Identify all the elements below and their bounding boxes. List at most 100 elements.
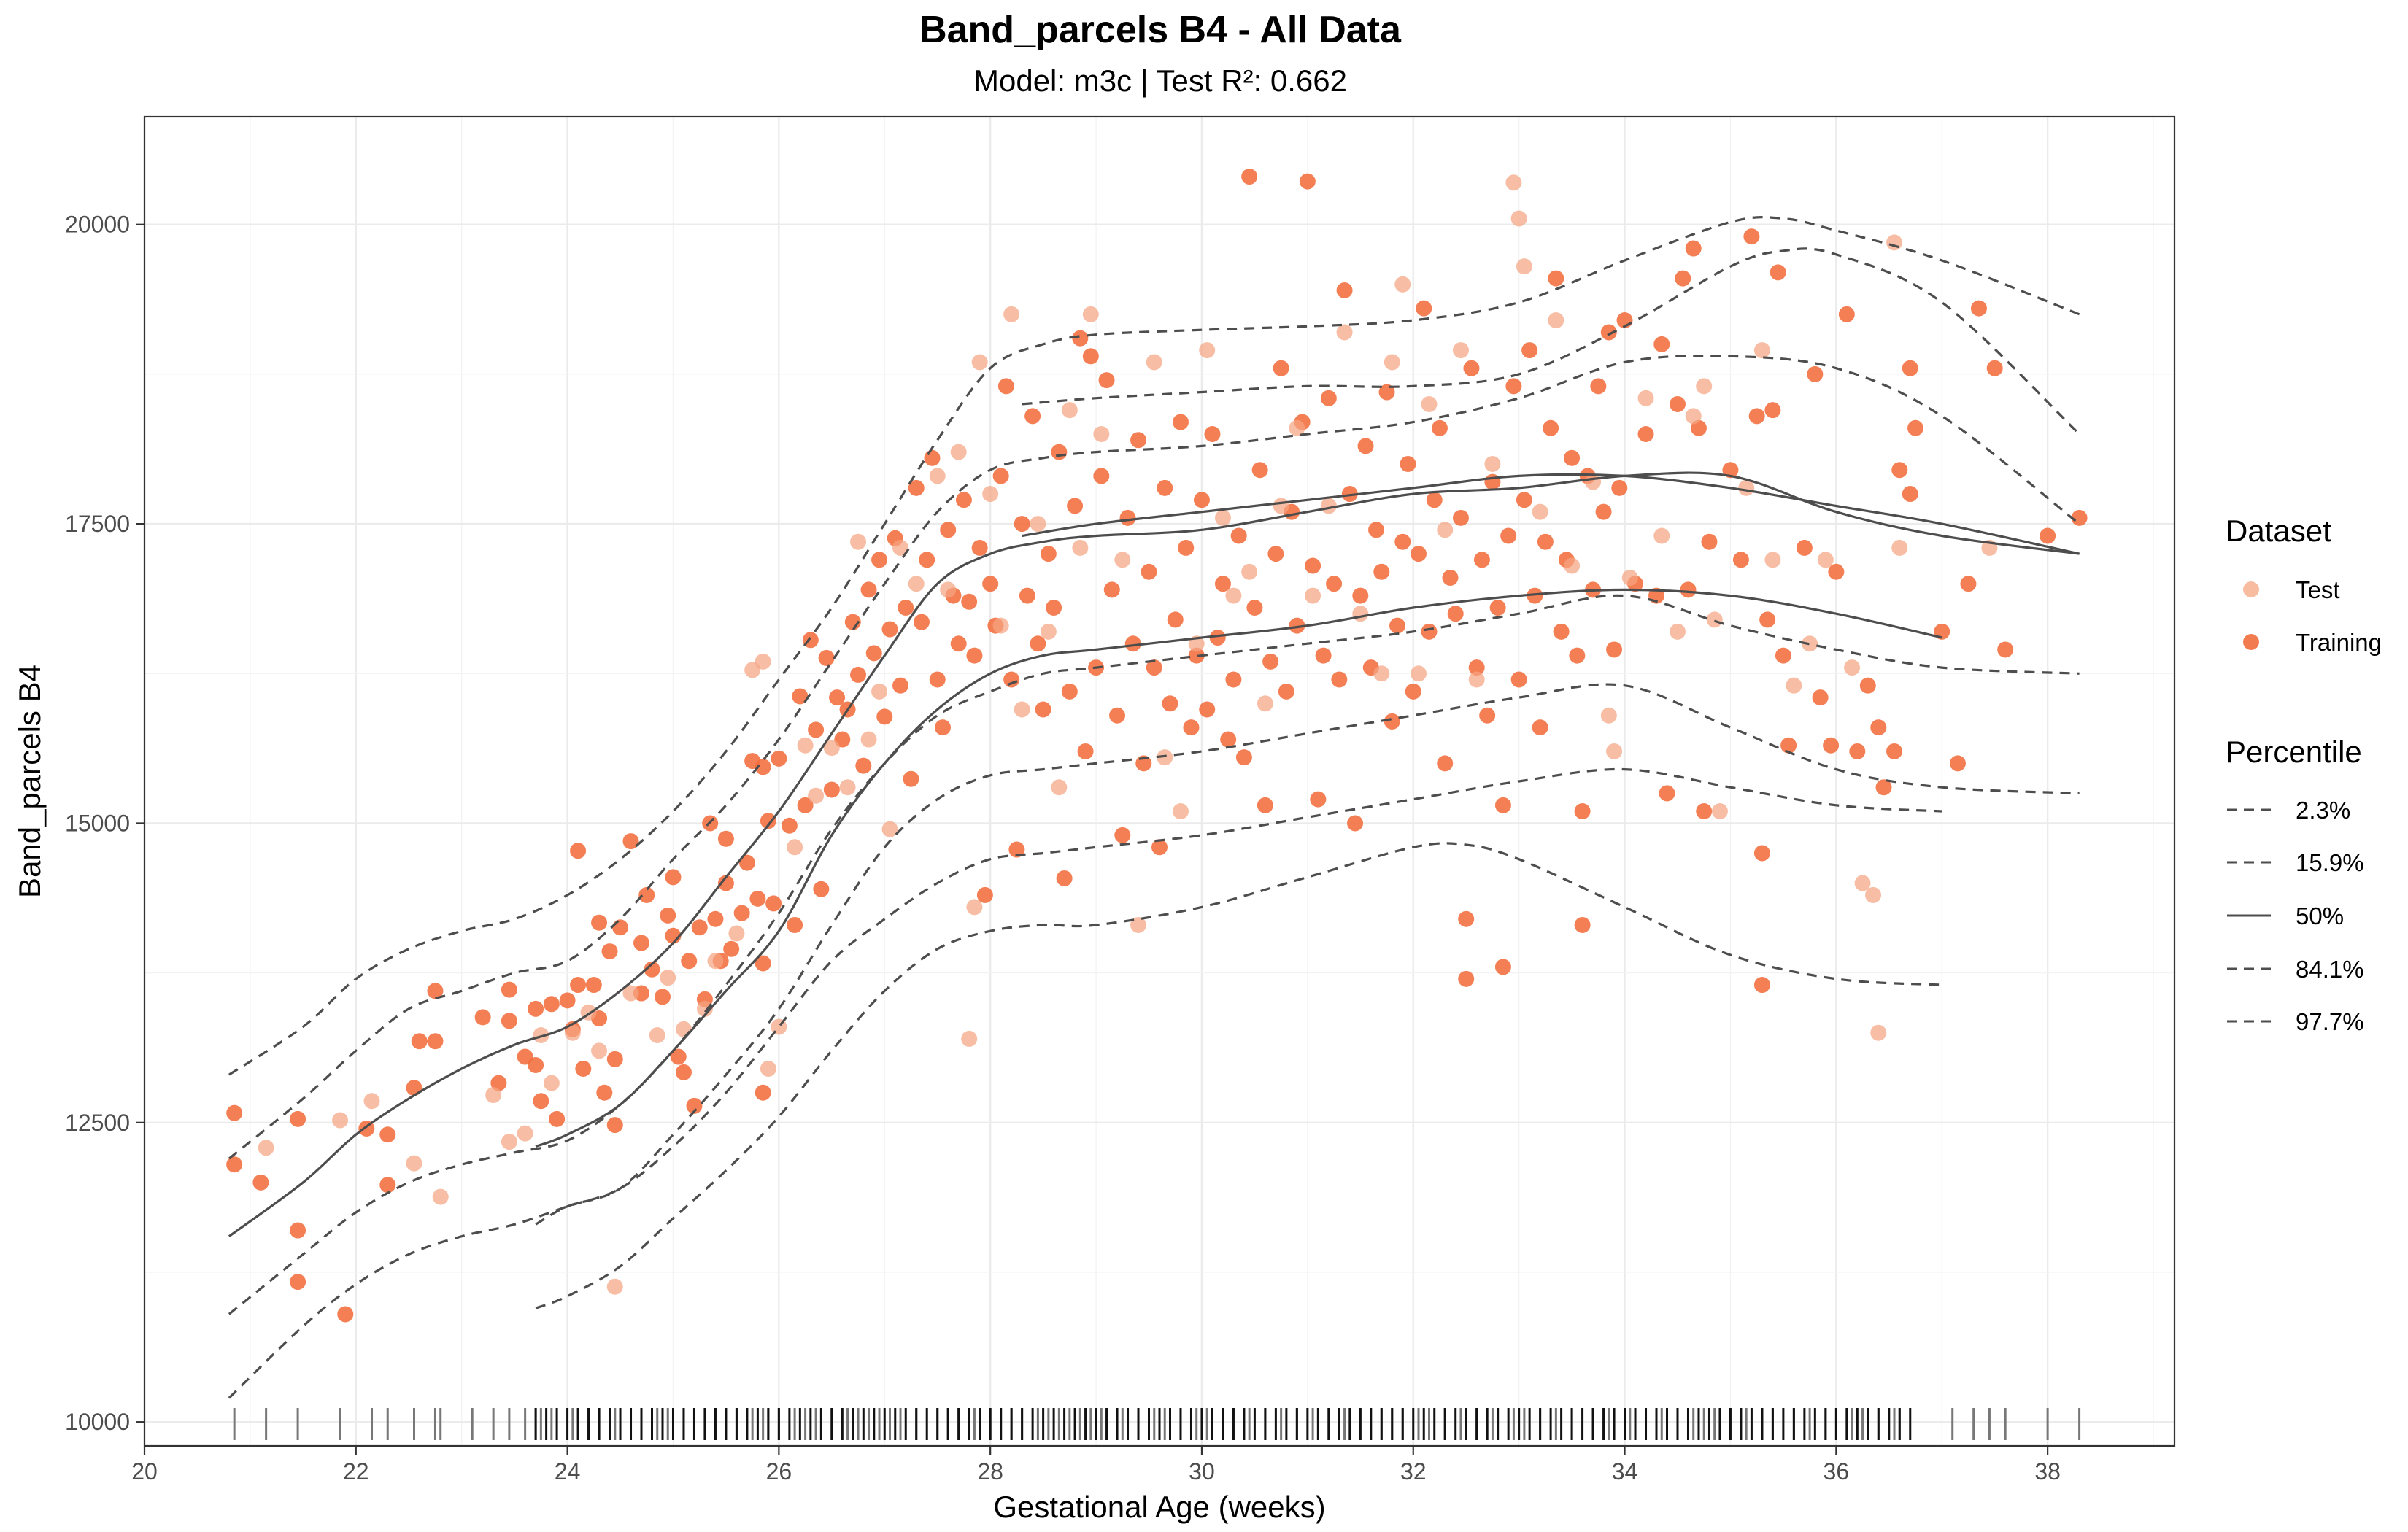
point-training xyxy=(654,989,671,1005)
point-test xyxy=(1394,276,1411,293)
point-test xyxy=(1014,701,1030,718)
point-training xyxy=(501,981,517,998)
point-test xyxy=(1114,552,1131,568)
point-training xyxy=(1167,611,1184,628)
point-training xyxy=(1823,737,1840,754)
point-test xyxy=(971,354,988,371)
point-test xyxy=(501,1134,517,1150)
point-test xyxy=(622,985,639,1002)
point-training xyxy=(290,1274,306,1291)
point-training xyxy=(1997,641,2014,658)
point-training xyxy=(1494,959,1511,975)
legend-label-training: Training xyxy=(2296,629,2382,656)
point-test xyxy=(1753,342,1770,359)
point-test xyxy=(823,740,840,757)
point-training xyxy=(1246,599,1263,616)
legend-title-percentile: Percentile xyxy=(2226,735,2362,769)
point-test xyxy=(1585,473,1602,490)
y-tick-label: 15000 xyxy=(65,810,130,836)
point-test xyxy=(850,533,867,550)
point-training xyxy=(1124,635,1141,652)
point-training xyxy=(1753,845,1770,862)
legend-label-p84-1: 84.1% xyxy=(2296,956,2364,983)
point-training xyxy=(1574,803,1591,820)
point-test xyxy=(1532,503,1548,520)
point-training xyxy=(575,1060,592,1077)
point-training xyxy=(633,935,650,951)
point-test xyxy=(860,731,877,748)
point-training xyxy=(379,1177,396,1194)
point-training xyxy=(226,1104,243,1121)
point-training xyxy=(1077,743,1094,759)
point-training xyxy=(549,1110,566,1127)
point-training xyxy=(1458,910,1475,927)
point-test xyxy=(258,1140,274,1156)
point-training xyxy=(1130,432,1147,449)
point-test xyxy=(966,899,983,916)
point-training xyxy=(898,599,914,616)
point-training xyxy=(1479,707,1496,724)
point-test xyxy=(1241,563,1258,580)
point-training xyxy=(638,886,655,903)
point-test xyxy=(1273,498,1289,514)
point-training xyxy=(1331,671,1348,688)
point-training xyxy=(290,1110,306,1127)
point-training xyxy=(570,977,587,994)
point-training xyxy=(919,552,935,568)
point-training xyxy=(1722,462,1739,479)
point-test xyxy=(1637,390,1654,406)
point-training xyxy=(1564,449,1581,466)
point-test xyxy=(1696,378,1713,395)
point-training xyxy=(1030,635,1046,652)
point-test xyxy=(1289,419,1305,436)
point-training xyxy=(1452,509,1469,526)
point-training xyxy=(1209,630,1226,646)
point-test xyxy=(660,970,676,986)
point-training xyxy=(1199,701,1216,718)
point-test xyxy=(755,653,771,670)
point-test xyxy=(707,953,724,970)
point-training xyxy=(606,1051,623,1067)
point-test xyxy=(787,839,803,856)
point-training xyxy=(622,833,639,850)
y-axis-title: Band_parcels B4 xyxy=(12,665,47,898)
point-test xyxy=(1764,552,1781,568)
point-training xyxy=(1046,599,1062,616)
y-tick-label: 17500 xyxy=(65,511,130,537)
point-training xyxy=(707,910,724,927)
point-training xyxy=(1807,365,1824,382)
point-training xyxy=(813,881,830,897)
point-test xyxy=(908,576,925,592)
point-test xyxy=(839,779,856,796)
point-training xyxy=(1024,408,1041,425)
point-test xyxy=(1711,803,1728,820)
point-training xyxy=(1775,647,1791,664)
point-training xyxy=(871,552,888,568)
point-training xyxy=(1178,539,1195,556)
point-test xyxy=(992,617,1009,634)
grid xyxy=(143,117,2174,1446)
point-training xyxy=(1320,390,1337,406)
point-training xyxy=(1828,563,1845,580)
point-training xyxy=(528,1000,544,1017)
y-tick-label: 20000 xyxy=(65,212,130,238)
point-training xyxy=(997,378,1014,395)
point-training xyxy=(406,1080,422,1096)
point-training xyxy=(1373,563,1390,580)
point-training xyxy=(644,961,660,978)
rug-ticks xyxy=(233,1408,2081,1440)
point-test xyxy=(1214,509,1231,526)
point-test xyxy=(1146,354,1162,371)
point-training xyxy=(1680,581,1697,598)
point-training xyxy=(1394,533,1411,550)
percentile-curve-p84-1 xyxy=(228,355,2080,1160)
point-test xyxy=(1051,779,1068,796)
point-training xyxy=(1484,473,1501,490)
point-training xyxy=(1257,797,1273,813)
percentile-curve-p50-upper xyxy=(1022,473,2080,555)
point-training xyxy=(1696,803,1713,820)
point-training xyxy=(665,869,682,886)
point-training xyxy=(1262,653,1279,670)
chart-subtitle: Model: m3c | Test R²: 0.662 xyxy=(973,63,1347,98)
